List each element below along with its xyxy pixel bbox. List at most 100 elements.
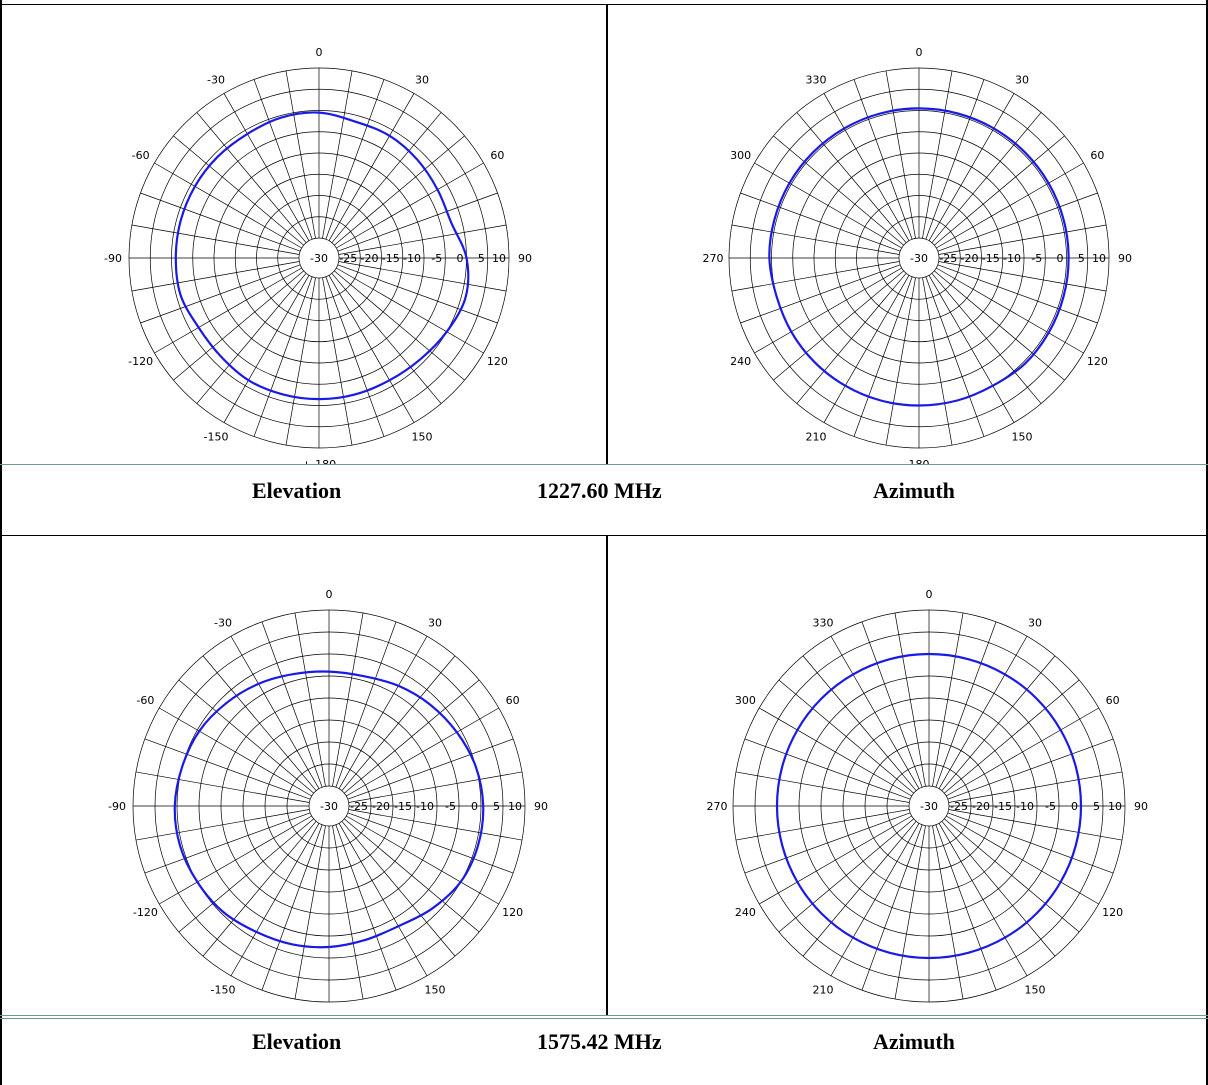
grid-spoke	[196, 112, 307, 243]
angle-label: 90	[1134, 800, 1148, 813]
grid-spoke	[922, 277, 953, 446]
radial-tick-label: -15	[982, 252, 1000, 265]
grid-spoke	[778, 679, 914, 794]
grid-spoke	[223, 275, 310, 423]
grid-spoke	[937, 192, 1098, 252]
radial-tick-label: -5	[1045, 800, 1056, 813]
grid-spoke	[202, 655, 317, 791]
grid-spoke	[823, 275, 910, 423]
angle-label: 60	[1106, 694, 1120, 707]
grid-spoke	[935, 824, 997, 991]
angle-label: 180	[909, 458, 930, 464]
grid-spoke	[938, 261, 1107, 292]
grid-spoke	[341, 655, 456, 791]
grid-spoke	[178, 818, 314, 933]
grid-spoke	[261, 621, 323, 788]
row-divider-3	[0, 1015, 1208, 1016]
grid-spoke	[928, 93, 1015, 241]
grid-spoke	[754, 162, 902, 249]
grid-spoke	[144, 738, 311, 800]
angle-label: 0	[326, 588, 333, 601]
cell-divider-top	[606, 4, 608, 464]
grid-spoke	[328, 93, 415, 241]
angle-label: 210	[813, 984, 834, 997]
frame-top-border	[0, 4, 1208, 5]
angle-label: 270	[703, 252, 724, 265]
angle-label: 90	[534, 800, 548, 813]
grid-spoke	[947, 812, 1114, 874]
radial-tick-label: 10	[508, 800, 522, 813]
grid-spoke	[223, 93, 310, 241]
angle-label: -120	[133, 906, 158, 919]
grid-spoke	[885, 277, 916, 446]
caption-row-1575: Elevation 1575.42 MHz Azimuth	[0, 1023, 1208, 1063]
grid-spoke	[337, 192, 498, 252]
polar-chart-elevation-1227: -30 -25 -20-15-10 -5 0 5 10 0 30 60 90 120 150 +-180 -…	[104, 46, 532, 464]
grid-spoke	[336, 162, 484, 249]
radial-tick-label: 0	[1057, 252, 1064, 265]
grid-spoke	[344, 679, 480, 794]
grid-spoke	[731, 261, 900, 292]
angle-label: 240	[730, 355, 751, 368]
radial-tick-label: -5	[445, 800, 456, 813]
azimuth-plot-1575: -30-25-20-15-10-505100330300270240210180…	[630, 580, 1208, 1010]
grid-spoke	[894, 825, 926, 1000]
radial-tick-labels: -30-25-20-15-10-505100330300270240210180…	[707, 588, 1149, 997]
grid-spoke	[941, 655, 1056, 791]
grid-spoke	[325, 79, 385, 240]
grid-spoke	[948, 809, 1123, 841]
radial-tick-label: 10	[1108, 800, 1122, 813]
row-divider-1	[0, 464, 1208, 465]
polar-chart-azimuth-1227: -30 -25 -20-15-10 -5 0 5 10 0 330 300 270 240 210 180…	[703, 46, 1133, 464]
angle-label: 330	[806, 74, 827, 87]
radial-tick-label: -15	[994, 800, 1012, 813]
grid-spoke	[759, 707, 912, 797]
grid-spoke	[322, 70, 353, 239]
angle-label: 300	[730, 149, 751, 162]
grid-spoke	[140, 264, 301, 324]
grid-spoke	[173, 135, 304, 246]
angle-label: -30	[214, 616, 232, 629]
grid-spoke	[338, 636, 428, 789]
grid-spoke	[131, 261, 300, 292]
grid-spoke	[230, 636, 320, 789]
angle-label: 90	[1118, 252, 1132, 265]
grid-spoke	[285, 277, 316, 446]
row-divider-3b	[0, 1018, 1208, 1019]
angle-label: 0	[926, 588, 933, 601]
grid-spoke	[773, 270, 904, 381]
elevation-caption: Elevation	[252, 1029, 342, 1054]
grid-spoke	[338, 261, 507, 292]
angle-label: 210	[806, 430, 827, 443]
grid-spoke	[331, 112, 442, 243]
frame-right-border	[1206, 0, 1208, 1085]
grid-spoke	[861, 824, 923, 991]
grid-spoke	[344, 818, 480, 933]
angle-label: 60	[1090, 149, 1104, 162]
grid-spoke	[823, 93, 910, 241]
grid-spoke	[154, 162, 302, 249]
grid-spoke	[931, 112, 1042, 243]
grid-spoke	[934, 135, 1065, 246]
radial-tick-label: 10	[1092, 252, 1106, 265]
radial-tick-label: -30	[320, 800, 338, 813]
grid-spoke	[759, 815, 912, 905]
polar-grid	[128, 67, 510, 449]
angle-label: 90	[518, 252, 532, 265]
gain-pattern-line	[775, 652, 1083, 960]
angle-label: 330	[813, 616, 834, 629]
grid-spoke	[894, 612, 926, 787]
grid-spoke	[925, 276, 985, 437]
grid-spoke	[932, 825, 964, 1000]
radial-tick-label: -20	[972, 800, 990, 813]
grid-spoke	[948, 771, 1123, 803]
grid-spoke	[885, 70, 916, 239]
grid-spoke	[754, 267, 902, 354]
polar-grid	[132, 609, 526, 1003]
grid-spoke	[796, 273, 907, 404]
angle-label: 300	[735, 694, 756, 707]
angle-label: -90	[104, 252, 122, 265]
radial-tick-label: 0	[471, 800, 478, 813]
grid-spoke	[346, 815, 499, 905]
grid-spoke	[159, 815, 312, 905]
